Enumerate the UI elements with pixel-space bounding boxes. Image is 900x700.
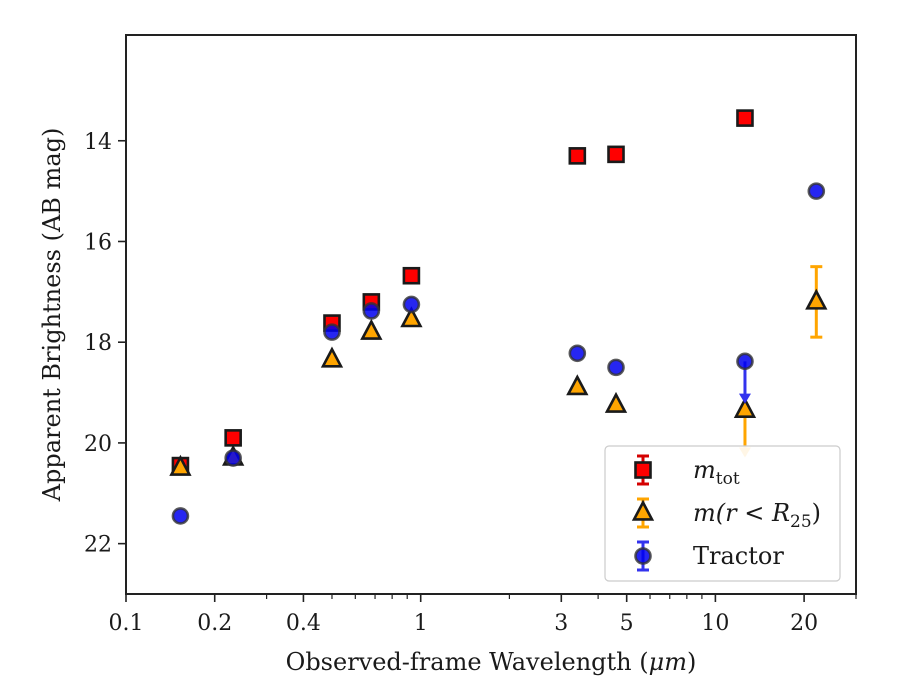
data-point-tractor bbox=[402, 295, 421, 314]
data-point-tractor bbox=[736, 352, 754, 371]
legend-label-tractor: Tractor bbox=[693, 542, 784, 570]
data-point-tractor bbox=[362, 302, 381, 320]
x-tick-label: 0.1 bbox=[109, 611, 144, 636]
y-axis-label: Apparent Brightness (AB mag) bbox=[38, 128, 66, 503]
axis-ticks: 0.1 0.2 0.4 1 3 5 10 20 14 16 18 20 22 bbox=[84, 130, 857, 636]
x-tick-label: 0.4 bbox=[286, 611, 321, 636]
data-point-tractor bbox=[568, 344, 587, 363]
legend-marker-m-tot bbox=[634, 461, 652, 479]
data-point-m-tot bbox=[402, 266, 421, 285]
y-tick-label: 20 bbox=[84, 432, 112, 457]
data-point-tractor bbox=[224, 449, 242, 467]
legend: mtot m(r < R25) Tractor bbox=[604, 445, 841, 582]
data-point-tractor bbox=[607, 358, 625, 377]
x-tick-label: 20 bbox=[790, 611, 818, 636]
x-axis-label: Observed-frame Wavelength (μm) bbox=[286, 648, 697, 676]
data-point-m-tot bbox=[224, 429, 242, 447]
legend-label-m-tot: mtot bbox=[693, 456, 740, 489]
series-m-tot bbox=[171, 109, 754, 475]
data-point-m-tot bbox=[568, 147, 587, 165]
x-tick-label: 10 bbox=[701, 611, 729, 636]
data-point-tractor bbox=[171, 507, 190, 525]
x-tick-label: 3 bbox=[554, 611, 568, 636]
y-tick-label: 22 bbox=[84, 533, 112, 558]
data-point-m-r-r25 bbox=[566, 374, 589, 396]
data-point-tractor bbox=[323, 323, 341, 341]
legend-box bbox=[604, 445, 841, 582]
data-point-m-r-r25 bbox=[360, 318, 383, 340]
legend-marker-m-r-r25 bbox=[631, 499, 655, 521]
plot-frame bbox=[125, 34, 857, 595]
data-point-m-r-r25 bbox=[320, 346, 344, 368]
data-point-m-r-r25 bbox=[400, 306, 423, 328]
data-point-m-r-r25 bbox=[805, 288, 828, 310]
legend-marker-tractor bbox=[634, 547, 652, 565]
data-point-m-tot bbox=[736, 109, 754, 127]
data-series bbox=[169, 109, 828, 525]
y-tick-label: 18 bbox=[84, 331, 112, 356]
data-point-m-r-r25 bbox=[604, 391, 628, 413]
limit-arrow bbox=[738, 393, 751, 404]
series-tractor bbox=[171, 182, 826, 525]
series-m-r-r25 bbox=[169, 265, 828, 476]
data-point-m-r-r25 bbox=[169, 454, 192, 476]
y-tick-label: 16 bbox=[84, 230, 112, 255]
data-point-m-r-r25 bbox=[733, 396, 757, 418]
x-tick-label: 1 bbox=[414, 611, 428, 636]
data-point-tractor bbox=[807, 182, 826, 200]
y-tick-label: 14 bbox=[84, 130, 112, 155]
x-tick-label: 0.2 bbox=[197, 611, 232, 636]
legend-label-m-r-r25: m(r < R25) bbox=[693, 499, 821, 532]
x-tick-label: 5 bbox=[620, 611, 634, 636]
data-point-m-tot bbox=[607, 145, 625, 164]
